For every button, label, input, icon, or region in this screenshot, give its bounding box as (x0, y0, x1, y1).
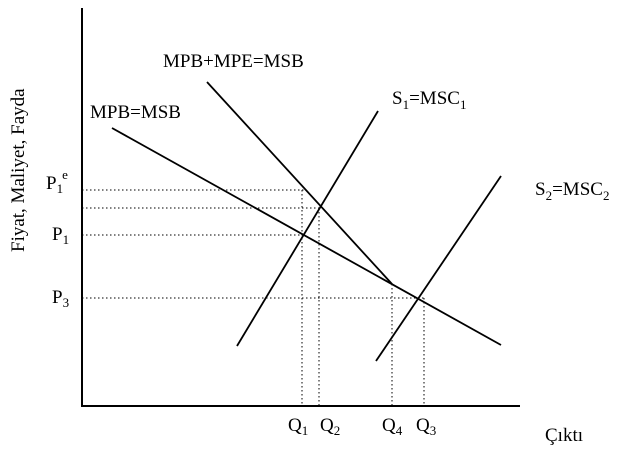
price-label-p3: P3 (52, 287, 69, 310)
s2-msc2-label: S2=MSC2 (535, 179, 609, 203)
quantity-label-q3: Q3 (416, 415, 436, 438)
mpb-msb-label: MPB=MSB (90, 102, 181, 123)
quantity-label-q2: Q2 (320, 415, 340, 438)
mpb-msb-curve (111, 127, 502, 346)
mpb-mpe-msb-label: MPB+MPE=MSB (163, 51, 304, 72)
mpb-mpe-msb-curve (206, 81, 393, 285)
x-axis-label: Çıktı (545, 425, 583, 446)
s1-msc1-curve (236, 110, 379, 347)
quantity-label-q4: Q4 (382, 415, 403, 438)
s1-msc1-label: S1=MSC1 (392, 88, 466, 112)
quantity-label-q1: Q1 (288, 415, 308, 438)
price-label-p1: P1 (52, 224, 69, 247)
y-axis-label: Fiyat, Maliyet, Fayda (8, 88, 29, 252)
price-label-p1e: P1e (46, 167, 68, 196)
s2-msc2-curve (375, 175, 502, 362)
guide-lines (82, 189, 425, 406)
